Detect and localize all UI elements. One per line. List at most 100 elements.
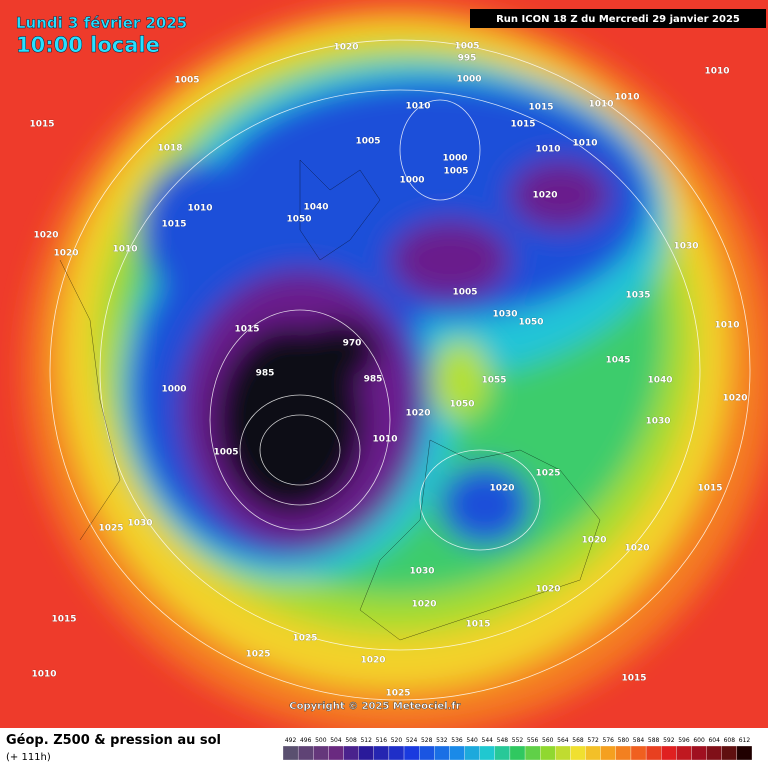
- scale-swatch: [721, 745, 738, 761]
- scale-swatch: [328, 745, 344, 761]
- scale-swatch: [615, 745, 632, 761]
- scale-swatch: [464, 745, 480, 761]
- isobar-label: 1050: [286, 215, 311, 225]
- isobar-label: 1020: [33, 231, 58, 241]
- scale-swatch: [358, 745, 374, 761]
- scale-label: 564: [557, 737, 569, 744]
- isobar-label: 1045: [605, 356, 630, 366]
- scale-label: 608: [724, 737, 736, 744]
- scale-label: 540: [466, 737, 478, 744]
- scale-label: 512: [360, 737, 372, 744]
- scale-label: 568: [572, 737, 584, 744]
- isobar-label: 1010: [405, 102, 430, 112]
- scale-swatch: [403, 745, 420, 761]
- isobar-label: 1025: [292, 634, 317, 644]
- forecast-date: Lundi 3 février 2025: [16, 14, 187, 32]
- lead-time: (+ 111h): [6, 752, 51, 763]
- scale-label: 612: [739, 737, 751, 744]
- scale-label: 560: [542, 737, 554, 744]
- scale-swatch: [388, 745, 405, 761]
- scale-label: 536: [451, 737, 463, 744]
- isobar-label: 1040: [647, 376, 672, 386]
- scale-swatch: [585, 745, 601, 761]
- isobar-label: 1005: [355, 137, 380, 147]
- scale-swatch: [555, 745, 571, 761]
- scale-label: 492: [285, 737, 297, 744]
- isobar-label: 1025: [385, 689, 410, 699]
- isobar-label: 985: [256, 369, 275, 379]
- isobar-label: 1015: [51, 615, 76, 625]
- isobar-label: 1010: [372, 435, 397, 445]
- isobar-label: 1015: [465, 620, 490, 630]
- scale-label: 576: [603, 737, 615, 744]
- isobar-label: 1020: [411, 600, 436, 610]
- isobar-label: 1010: [112, 245, 137, 255]
- scale-swatch: [343, 745, 359, 761]
- color-scale: 492 496 500 504 508 512 516 520 524 528 532 536 540 5…: [282, 737, 753, 761]
- run-box: [470, 9, 766, 28]
- scale-swatch: [479, 745, 495, 761]
- isobar-label: 1020: [333, 43, 358, 53]
- scale-label: 584: [633, 737, 645, 744]
- scale-swatch: [282, 745, 299, 761]
- isobar-label: 1020: [581, 536, 606, 546]
- isobar-label: 1030: [673, 242, 698, 252]
- isobar-label: 995: [458, 54, 477, 64]
- scale-swatch: [509, 745, 526, 761]
- isobar-label: 1005: [174, 76, 199, 86]
- scale-label: 508: [345, 737, 357, 744]
- isobar-label: 1020: [405, 409, 430, 419]
- isobar-label: 1030: [409, 567, 434, 577]
- scale-swatch: [297, 745, 314, 761]
- isobar-label: 1030: [645, 417, 670, 427]
- scale-label: 528: [421, 737, 433, 744]
- isobar-label: 970: [343, 339, 362, 349]
- isobar-label: 1020: [489, 484, 514, 494]
- isobar-label: 1010: [572, 139, 597, 149]
- scale-label: 552: [512, 737, 524, 744]
- scale-swatch: [661, 745, 677, 761]
- scale-label: 572: [587, 737, 599, 744]
- scale-swatch: [540, 745, 556, 761]
- scale-swatch: [373, 745, 390, 761]
- isobar-label: 1025: [535, 469, 560, 479]
- scale-swatch: [434, 745, 450, 761]
- isobar-label: 1005: [443, 167, 468, 177]
- isobar-label: 1000: [456, 75, 481, 85]
- isobar-label: 1055: [481, 376, 506, 386]
- coastlines: [59, 159, 601, 641]
- scale-swatch: [524, 745, 541, 761]
- isobar-label: 1025: [98, 524, 123, 534]
- scale-label: 596: [678, 737, 690, 744]
- isobar-label: 1000: [161, 385, 186, 395]
- isobar-label: 1035: [625, 291, 650, 301]
- scale-label: 504: [330, 737, 342, 744]
- scale-swatch: [494, 745, 511, 761]
- isobar-label: 1020: [360, 656, 385, 666]
- isobar-label: 1020: [53, 249, 78, 259]
- scale-swatch: [600, 745, 616, 761]
- isobar-label: 1010: [704, 67, 729, 77]
- scale-swatch: [630, 745, 647, 761]
- scale-label: 532: [436, 737, 448, 744]
- isobar-label: 1005: [452, 288, 477, 298]
- isobar-label: 1000: [399, 176, 424, 186]
- isobar-label: 1020: [722, 394, 747, 404]
- isobar-label: 1010: [588, 100, 613, 110]
- scale-label: 592: [663, 737, 675, 744]
- scale-label: 520: [391, 737, 403, 744]
- isobar-label: 1005: [213, 448, 238, 458]
- isobar-label: 1015: [234, 325, 259, 335]
- scale-label: 500: [315, 737, 327, 744]
- scale-swatch: [313, 745, 329, 761]
- isobar-label: 1050: [449, 400, 474, 410]
- isobar-label: 1018: [157, 144, 182, 154]
- scale-label: 588: [648, 737, 660, 744]
- scale-swatch: [419, 745, 435, 761]
- scale-swatch: [570, 745, 586, 761]
- run-info: Run ICON 18 Z du Mercredi 29 janvier 202…: [496, 14, 740, 25]
- isobar-label: 1020: [535, 585, 560, 595]
- isobar-label: 1010: [614, 93, 639, 103]
